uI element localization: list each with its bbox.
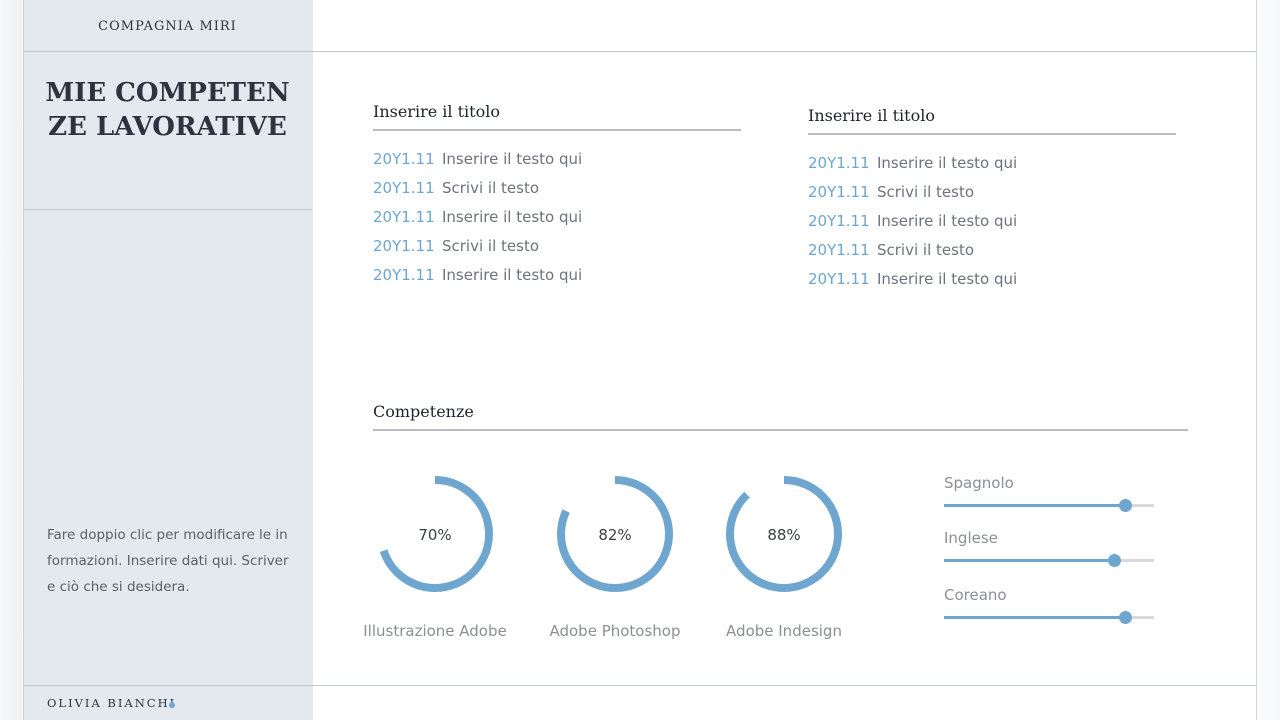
- slider-fill: [944, 559, 1115, 562]
- gauge-arc: [379, 476, 493, 592]
- entry-text: Scrivi il testo: [877, 183, 975, 201]
- entry-text: Scrivi il testo: [442, 237, 540, 255]
- list-item[interactable]: 20Y1.11 Inserire il testo qui: [373, 203, 741, 232]
- entry-date: 20Y1.11: [808, 270, 870, 288]
- list-item[interactable]: 20Y1.11 Scrivi il testo: [808, 236, 1176, 265]
- skills-title[interactable]: Competenze: [373, 402, 1188, 431]
- page-edge-right: [1258, 0, 1280, 720]
- page-title[interactable]: MIE COMPETENZE LAVORATIVE: [45, 78, 290, 142]
- slider-knob[interactable]: [1118, 611, 1132, 624]
- gauge-arc: [726, 476, 842, 592]
- experience-section-1: Inserire il titolo 20Y1.11 Inserire il te…: [373, 102, 741, 290]
- gauge-value: 82%: [598, 526, 631, 544]
- list-item[interactable]: 20Y1.11 Inserire il testo qui: [808, 265, 1176, 294]
- entry-date: 20Y1.11: [373, 208, 435, 226]
- entry-date: 20Y1.11: [373, 150, 435, 168]
- list-item[interactable]: 20Y1.11 Scrivi il testo: [373, 174, 741, 203]
- gauge-chart: 70%: [379, 476, 493, 592]
- language-slider[interactable]: Spagnolo: [944, 474, 1154, 512]
- skill-gauge[interactable]: 82% Adobe Photoshop: [520, 474, 710, 640]
- entry-date: 20Y1.11: [373, 179, 435, 197]
- entry-list: 20Y1.11 Inserire il testo qui 20Y1.11 Scri…: [808, 149, 1176, 294]
- footer-divider: [23, 685, 1256, 686]
- entry-text: Inserire il testo qui: [442, 150, 583, 168]
- list-item[interactable]: 20Y1.11 Inserire il testo qui: [808, 149, 1176, 178]
- slider-track: [944, 554, 1154, 567]
- list-item[interactable]: 20Y1.11 Inserire il testo qui: [808, 207, 1176, 236]
- entry-text: Inserire il testo qui: [442, 266, 583, 284]
- language-name: Coreano: [944, 586, 1007, 604]
- gauge-chart: 88%: [726, 476, 842, 592]
- language-name: Inglese: [944, 529, 998, 547]
- text-cursor-dot: [169, 702, 175, 708]
- entry-date: 20Y1.11: [808, 183, 870, 201]
- gauge-arc: [557, 476, 673, 592]
- language-slider[interactable]: Inglese: [944, 529, 1154, 567]
- entry-date: 20Y1.11: [373, 237, 435, 255]
- skills-section: Competenze: [373, 402, 1188, 431]
- skill-gauge[interactable]: 70% Illustrazione Adobe: [340, 474, 530, 640]
- slider-knob[interactable]: [1118, 499, 1132, 512]
- entry-text: Scrivi il testo: [877, 241, 975, 259]
- gauge-value: 70%: [418, 526, 451, 544]
- entry-text: Inserire il testo qui: [877, 212, 1018, 230]
- language-slider[interactable]: Coreano: [944, 586, 1154, 624]
- bio-text[interactable]: Fare doppio clic per modificare le infor…: [47, 527, 289, 595]
- entry-date: 20Y1.11: [808, 241, 870, 259]
- skill-gauge[interactable]: 88% Adobe Indesign: [689, 474, 879, 640]
- gauge-label: Adobe Photoshop: [549, 622, 681, 640]
- header-divider: [23, 51, 1256, 52]
- title-divider: [23, 209, 312, 210]
- entry-date: 20Y1.11: [373, 266, 435, 284]
- entry-date: 20Y1.11: [808, 212, 870, 230]
- company-name[interactable]: COMPAGNIA MIRI: [98, 19, 237, 34]
- entry-text: Scrivi il testo: [442, 179, 540, 197]
- slider-track: [944, 611, 1154, 624]
- slider-track: [944, 499, 1154, 512]
- person-name[interactable]: OLIVIA BIANCHI: [47, 696, 177, 710]
- entry-text: Inserire il testo qui: [877, 270, 1018, 288]
- page-edge-left: [0, 0, 22, 720]
- list-item[interactable]: 20Y1.11 Scrivi il testo: [808, 178, 1176, 207]
- gauge-chart: 82%: [557, 476, 673, 592]
- entry-date: 20Y1.11: [808, 154, 870, 172]
- slider-knob[interactable]: [1108, 554, 1122, 567]
- entry-text: Inserire il testo qui: [877, 154, 1018, 172]
- section-title[interactable]: Inserire il titolo: [808, 106, 1176, 135]
- section-title[interactable]: Inserire il titolo: [373, 102, 741, 131]
- slider-fill: [944, 504, 1125, 507]
- gauge-value: 88%: [767, 526, 800, 544]
- list-item[interactable]: 20Y1.11 Inserire il testo qui: [373, 261, 741, 290]
- list-item[interactable]: 20Y1.11 Scrivi il testo: [373, 232, 741, 261]
- experience-section-2: Inserire il titolo 20Y1.11 Inserire il te…: [808, 106, 1176, 294]
- gauge-label: Adobe Indesign: [726, 622, 842, 640]
- gauge-label: Illustrazione Adobe: [363, 622, 507, 640]
- sidebar: [23, 0, 314, 720]
- slider-fill: [944, 616, 1125, 619]
- entry-list: 20Y1.11 Inserire il testo qui 20Y1.11 Scri…: [373, 145, 741, 290]
- list-item[interactable]: 20Y1.11 Inserire il testo qui: [373, 145, 741, 174]
- entry-text: Inserire il testo qui: [442, 208, 583, 226]
- language-name: Spagnolo: [944, 474, 1014, 492]
- main-area: [313, 0, 1257, 720]
